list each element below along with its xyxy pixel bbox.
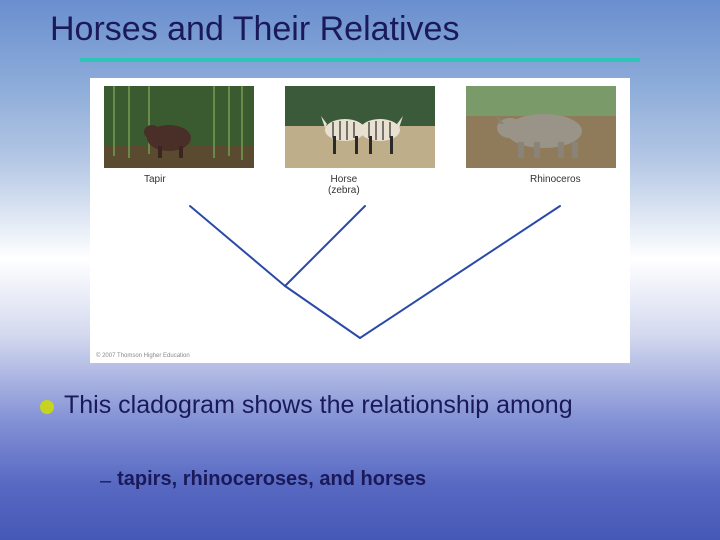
- dash-icon: –: [100, 470, 111, 493]
- photo-label-horse: Horse (zebra): [328, 174, 360, 196]
- bullet-sub-text: tapirs, rhinoceroses, and horses: [117, 468, 426, 491]
- bullet-sub: – tapirs, rhinoceroses, and horses: [100, 468, 426, 493]
- slide: Horses and Their Relatives: [0, 0, 720, 540]
- title-underline: [80, 58, 640, 62]
- photo-row: [104, 86, 616, 168]
- bullet-main: This cladogram shows the relationship am…: [40, 390, 573, 421]
- figure-copyright: © 2007 Thomson Higher Education: [96, 353, 190, 359]
- photo-label-rhino: Rhinoceros: [530, 174, 581, 185]
- cladogram-svg: [90, 196, 630, 346]
- slide-title: Horses and Their Relatives: [50, 10, 459, 49]
- photo-rhino: [466, 86, 616, 168]
- cladogram-figure: Tapir Horse (zebra) Rhinoceros © 2007 Th…: [90, 78, 630, 363]
- bullet-main-text: This cladogram shows the relationship am…: [64, 390, 573, 421]
- photo-horse: [285, 86, 435, 168]
- photo-tapir: [104, 86, 254, 168]
- photo-label-tapir: Tapir: [144, 174, 166, 185]
- bullet-dot-icon: [40, 400, 54, 414]
